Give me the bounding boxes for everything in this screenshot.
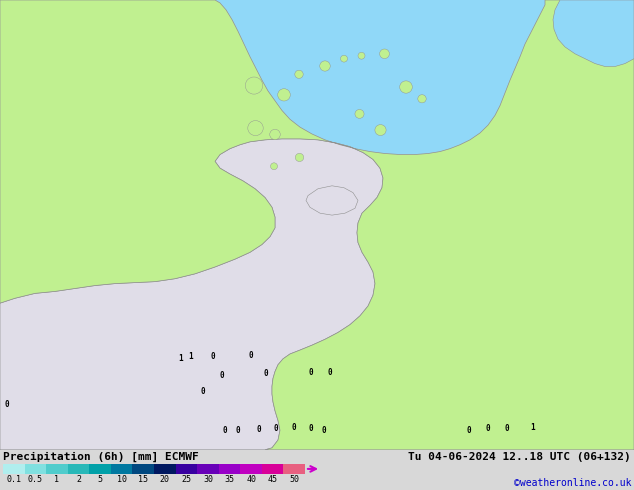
Text: 45: 45: [268, 475, 278, 484]
Text: 40: 40: [246, 475, 256, 484]
Text: 30: 30: [203, 475, 213, 484]
Text: 0: 0: [219, 371, 224, 380]
Polygon shape: [155, 0, 545, 154]
Bar: [46, 464, 68, 474]
Bar: [133, 464, 154, 474]
Text: 0.5: 0.5: [28, 475, 43, 484]
Text: 35: 35: [224, 475, 235, 484]
Circle shape: [355, 109, 364, 119]
Polygon shape: [0, 0, 634, 450]
Circle shape: [295, 70, 303, 78]
Text: Tu 04-06-2024 12..18 UTC (06+132): Tu 04-06-2024 12..18 UTC (06+132): [408, 452, 631, 462]
Text: 1: 1: [188, 352, 193, 361]
Text: 0: 0: [235, 426, 240, 436]
Text: 15: 15: [138, 475, 148, 484]
Polygon shape: [306, 186, 358, 215]
Bar: [176, 464, 197, 474]
Text: 20: 20: [160, 475, 170, 484]
Text: ©weatheronline.co.uk: ©weatheronline.co.uk: [514, 478, 631, 488]
Bar: [154, 464, 176, 474]
Text: 0: 0: [210, 352, 215, 361]
Polygon shape: [0, 139, 383, 450]
Circle shape: [269, 129, 280, 140]
Text: 0: 0: [308, 424, 313, 433]
Bar: [68, 464, 89, 474]
Circle shape: [375, 124, 386, 136]
Bar: [240, 464, 262, 474]
Circle shape: [380, 49, 389, 59]
Circle shape: [295, 153, 304, 162]
Bar: [25, 464, 46, 474]
Text: 0: 0: [321, 426, 326, 436]
Text: 0: 0: [200, 387, 205, 396]
Text: 1: 1: [530, 423, 535, 432]
Text: 5: 5: [98, 475, 103, 484]
Text: 0: 0: [256, 425, 261, 434]
Bar: [219, 464, 240, 474]
Text: 0: 0: [264, 369, 269, 378]
Text: 50: 50: [289, 475, 299, 484]
Circle shape: [320, 61, 330, 71]
Text: 0: 0: [505, 424, 510, 433]
Bar: [3, 464, 25, 474]
Text: 0: 0: [467, 426, 472, 436]
Polygon shape: [553, 0, 634, 67]
Bar: [283, 464, 305, 474]
Bar: [111, 464, 133, 474]
Polygon shape: [553, 0, 634, 67]
Circle shape: [418, 95, 426, 103]
Text: 1: 1: [178, 354, 183, 363]
Text: 2: 2: [76, 475, 81, 484]
Text: Precipitation (6h) [mm] ECMWF: Precipitation (6h) [mm] ECMWF: [3, 452, 198, 462]
Circle shape: [271, 163, 278, 170]
Circle shape: [248, 121, 263, 136]
Text: 1: 1: [55, 475, 60, 484]
Text: 0: 0: [248, 351, 253, 360]
Text: 0: 0: [308, 368, 313, 377]
Text: 0: 0: [486, 424, 491, 433]
Text: 0: 0: [327, 368, 332, 377]
Text: 25: 25: [181, 475, 191, 484]
Bar: [89, 464, 111, 474]
Bar: [197, 464, 219, 474]
Circle shape: [340, 55, 347, 62]
Bar: [262, 464, 283, 474]
Circle shape: [245, 77, 262, 94]
Text: 0: 0: [4, 400, 9, 409]
Text: 10: 10: [117, 475, 127, 484]
Text: 0.1: 0.1: [6, 475, 22, 484]
Text: 0: 0: [291, 423, 296, 432]
Circle shape: [358, 52, 365, 59]
Text: 0: 0: [273, 424, 278, 433]
Text: 0: 0: [223, 426, 228, 436]
Circle shape: [278, 89, 290, 101]
Circle shape: [399, 81, 412, 93]
